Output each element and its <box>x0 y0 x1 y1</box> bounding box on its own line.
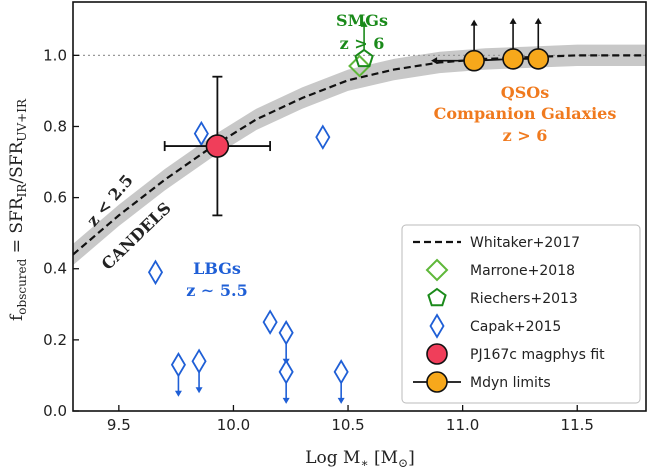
whitaker-band <box>73 44 646 266</box>
annotation-lbgs: LBGs <box>193 259 241 278</box>
capak-point <box>262 309 278 335</box>
legend-symbol-mdyn <box>426 371 448 393</box>
capak-point <box>278 359 294 385</box>
annotation-lbgs-redshift: z ∼ 5.5 <box>186 281 247 300</box>
limit-arrowhead <box>337 397 345 404</box>
legend-symbol-capak <box>429 313 445 339</box>
x-axis-label: Log M∗ [M⊙] <box>305 448 415 469</box>
pj167c-point <box>205 134 230 158</box>
annotation-smgs-redshift: z > 6 <box>340 34 385 53</box>
legend-symbol-pj167c <box>426 343 448 365</box>
limit-arrowhead <box>195 387 203 394</box>
legend-label-riechers: Riechers+2013 <box>470 291 578 307</box>
y-tick-label: 0.2 <box>43 331 67 349</box>
mdyn-point <box>463 49 485 72</box>
annotation-qsos-redshift: z > 6 <box>503 126 548 145</box>
y-tick-label: 0.8 <box>43 117 67 135</box>
annotation-qsos: QSOs <box>501 83 549 102</box>
x-tick-label: 10.0 <box>217 416 250 434</box>
legend-label-mdyn: Mdyn limits <box>470 375 551 391</box>
y-tick-label: 0.6 <box>43 189 67 207</box>
legend-label-whitaker: Whitaker+2017 <box>470 235 580 251</box>
marrone-point <box>348 54 371 78</box>
capak-point <box>170 351 186 378</box>
y-tick-label: 0.0 <box>43 402 67 420</box>
plot-frame <box>72 1 647 412</box>
capak-point <box>278 319 294 346</box>
capak-point <box>147 259 164 286</box>
legend: Whitaker+2017 Marrone+2018 Riechers+2013… <box>401 224 641 404</box>
legend-label-pj167c: PJ167c magphys fit <box>470 347 605 363</box>
limit-arrowhead <box>509 17 517 24</box>
y-tick-label: 0.4 <box>43 260 67 278</box>
mdyn-point <box>502 48 524 70</box>
mdyn-point <box>527 48 550 70</box>
limit-arrowhead <box>360 20 368 27</box>
x-tick-label: 11.0 <box>446 416 479 434</box>
legend-box <box>401 224 641 404</box>
limit-arrowhead <box>174 390 182 397</box>
x-tick-label: 10.5 <box>331 416 364 434</box>
legend-symbol-riechers <box>427 287 447 307</box>
x-tick-label: 11.5 <box>561 416 594 434</box>
capak-point <box>191 348 207 374</box>
legend-label-capak: Capak+2015 <box>470 319 561 335</box>
legend-symbol-marrone <box>425 258 449 282</box>
limit-arrowhead <box>431 57 438 65</box>
limit-arrowhead <box>470 19 478 26</box>
x-tick-label: 9.5 <box>107 416 131 434</box>
y-tick-label: 1.0 <box>43 46 67 64</box>
capak-point <box>333 359 349 385</box>
capak-point <box>193 120 209 147</box>
limit-arrowhead <box>282 397 290 404</box>
y-axis-label: fobscured = SFRIR/SFRUV+IR <box>7 98 29 321</box>
limit-arrowhead <box>534 17 542 24</box>
legend-label-marrone: Marrone+2018 <box>470 263 575 279</box>
riechers-point <box>354 48 374 68</box>
annotation-companion-galaxies: Companion Galaxies <box>434 104 617 123</box>
annotation-smgs: SMGs <box>336 11 388 30</box>
capak-point <box>315 124 331 150</box>
